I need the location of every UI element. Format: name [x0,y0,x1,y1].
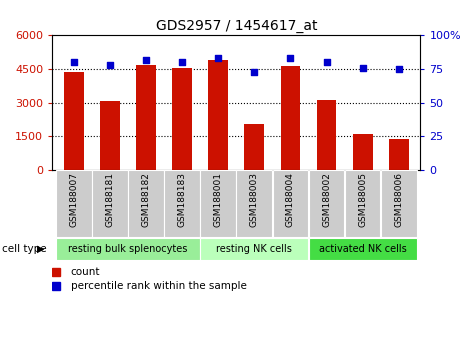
Point [70,59,78,65]
Point [215,56,222,61]
Title: GDS2957 / 1454617_at: GDS2957 / 1454617_at [156,19,317,33]
Point [395,66,402,72]
Text: resting bulk splenocytes: resting bulk splenocytes [68,244,188,254]
Bar [56,170,92,237]
Bar [100,101,120,170]
Text: GSM188002: GSM188002 [322,172,331,227]
Point [106,62,114,68]
Text: count: count [71,267,100,277]
Text: GSM188182: GSM188182 [142,172,151,227]
Point [359,65,366,70]
Bar [128,170,164,237]
Text: activated NK cells: activated NK cells [319,244,407,254]
Point [142,57,150,62]
Bar [353,134,372,170]
Bar [389,139,408,170]
Text: GSM188007: GSM188007 [69,172,78,227]
Bar [200,238,308,260]
Text: resting NK cells: resting NK cells [217,244,292,254]
Point [179,59,186,65]
Text: GSM188006: GSM188006 [394,172,403,227]
Bar [281,65,300,170]
Text: GSM188003: GSM188003 [250,172,259,227]
Bar [172,68,192,170]
Bar [136,64,156,170]
Bar [345,170,380,237]
Bar [381,170,417,237]
Text: percentile rank within the sample: percentile rank within the sample [71,281,247,291]
Text: GSM188183: GSM188183 [178,172,187,227]
Bar [64,72,84,170]
Bar [200,170,236,237]
Bar [317,101,336,170]
Bar [273,170,308,237]
Text: ▶: ▶ [37,244,44,254]
Bar [209,60,228,170]
Bar [56,238,200,260]
Bar [92,170,128,237]
Text: GSM188001: GSM188001 [214,172,223,227]
Bar [164,170,200,237]
Text: GSM188004: GSM188004 [286,172,295,227]
Bar [309,170,344,237]
Text: cell type: cell type [2,244,50,254]
Bar [237,170,272,237]
Text: GSM188181: GSM188181 [105,172,114,227]
Point [250,69,258,75]
Point [323,59,330,65]
Bar [309,238,417,260]
Point [286,56,294,61]
Text: GSM188005: GSM188005 [358,172,367,227]
Bar [245,124,264,170]
